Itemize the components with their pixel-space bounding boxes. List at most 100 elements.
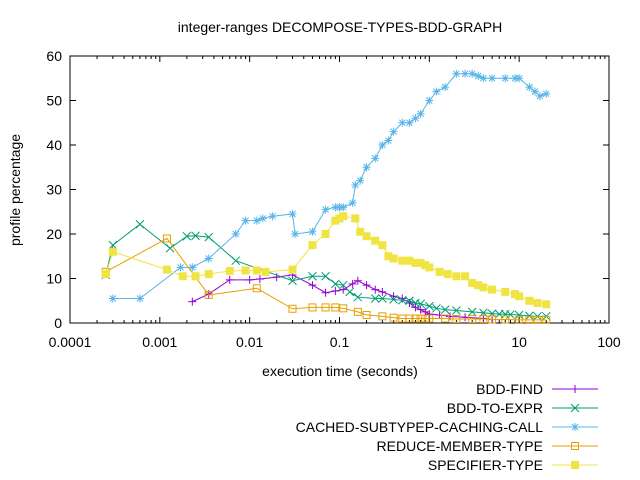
data-point — [353, 307, 362, 316]
data-point — [441, 314, 450, 323]
data-point — [398, 118, 407, 127]
legend-item: BDD-FIND — [476, 381, 598, 397]
data-point — [370, 294, 380, 303]
data-point — [421, 314, 430, 323]
data-point — [356, 176, 365, 185]
data-point — [425, 96, 434, 105]
data-point — [321, 230, 330, 238]
series-line — [192, 274, 493, 320]
data-point — [416, 299, 425, 309]
data-point — [101, 270, 110, 279]
series-layer — [101, 69, 551, 324]
series-bdd-find — [188, 270, 497, 324]
data-point — [501, 74, 510, 83]
data-point — [108, 247, 117, 256]
data-point — [488, 285, 497, 294]
data-point — [416, 314, 425, 323]
data-point — [339, 304, 348, 313]
data-point — [362, 310, 371, 319]
legend-label: CACHED-SUBTYPEP-CACHING-CALL — [296, 419, 544, 435]
data-point — [182, 231, 192, 241]
data-point — [345, 287, 355, 297]
series-specifier-type — [101, 212, 551, 309]
y-tick-label: 0 — [54, 315, 62, 331]
data-point — [452, 314, 461, 323]
data-point — [252, 266, 261, 275]
data-point — [371, 154, 380, 163]
data-point — [506, 310, 515, 319]
data-point — [135, 294, 144, 303]
plot-area — [69, 55, 610, 324]
data-point — [225, 275, 234, 284]
data-point — [542, 89, 551, 98]
data-point — [398, 294, 407, 303]
data-point — [321, 288, 330, 297]
data-point — [461, 69, 470, 78]
data-point — [339, 203, 348, 212]
data-point — [252, 284, 261, 293]
data-point — [571, 385, 579, 393]
data-point — [501, 315, 510, 324]
data-point — [468, 69, 477, 78]
data-point — [488, 74, 497, 83]
data-point — [461, 313, 470, 322]
data-point — [514, 310, 524, 320]
data-point — [231, 256, 241, 266]
data-point — [204, 290, 213, 299]
legend-label: REDUCE-MEMBER-TYPE — [377, 438, 543, 454]
series-cached-subtypep-caching-call — [108, 69, 551, 303]
data-point — [108, 240, 118, 250]
y-tick-label: 10 — [46, 271, 62, 287]
data-point — [474, 72, 483, 81]
data-point — [570, 403, 580, 413]
data-point — [542, 315, 551, 324]
data-point — [176, 263, 185, 272]
data-point — [542, 300, 551, 309]
data-point — [397, 295, 407, 305]
data-point — [511, 74, 520, 83]
data-point — [204, 232, 214, 242]
data-point — [308, 227, 317, 236]
data-point — [353, 276, 362, 285]
data-point — [571, 442, 579, 450]
data-point — [339, 212, 348, 221]
x-tick-label: 0.1 — [330, 334, 350, 350]
legend-item: REDUCE-MEMBER-TYPE — [377, 438, 598, 454]
data-point — [348, 198, 357, 207]
data-point — [378, 287, 387, 296]
data-point — [411, 298, 420, 308]
data-point — [308, 241, 317, 250]
data-point — [288, 276, 297, 286]
data-point — [288, 304, 297, 313]
data-point — [331, 279, 340, 289]
data-point — [378, 294, 387, 303]
data-point — [411, 303, 420, 312]
data-point — [353, 292, 363, 302]
data-point — [288, 265, 297, 274]
y-axis-ticks: 0 10 20 30 40 50 60 — [46, 48, 609, 331]
data-point — [530, 87, 539, 96]
data-point — [515, 74, 524, 83]
data-point — [272, 273, 281, 282]
data-point — [416, 109, 425, 118]
data-point — [411, 114, 420, 123]
data-point — [421, 307, 430, 316]
data-point — [225, 266, 234, 275]
y-tick-label: 20 — [46, 226, 62, 242]
data-point — [331, 303, 340, 312]
data-point — [378, 312, 387, 321]
data-point — [362, 232, 371, 241]
data-point — [204, 254, 213, 263]
data-point — [515, 292, 524, 301]
data-point — [488, 315, 497, 324]
legend-label: SPECIFIER-TYPE — [428, 457, 543, 473]
data-point — [525, 83, 534, 92]
data-point — [405, 118, 414, 127]
data-point — [241, 216, 250, 225]
data-point — [288, 209, 297, 218]
data-point — [162, 265, 171, 274]
legend-item: SPECIFIER-TYPE — [428, 457, 598, 473]
data-point — [351, 214, 360, 223]
data-point — [231, 230, 240, 238]
